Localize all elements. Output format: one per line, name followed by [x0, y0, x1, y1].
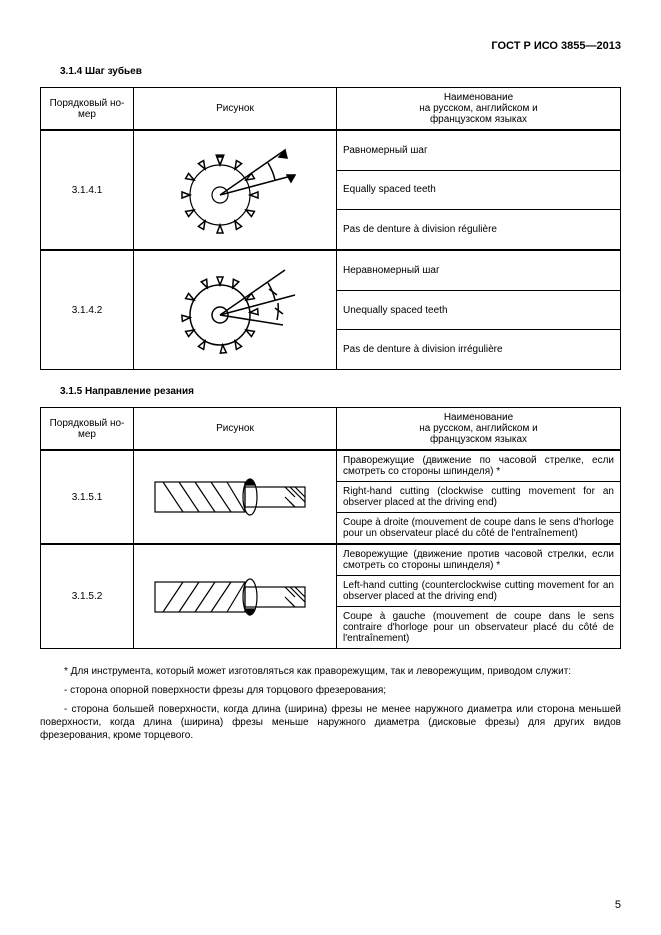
name-cell: Right-hand cutting (clockwise cutting mo…	[337, 482, 621, 513]
figure-cell	[134, 130, 337, 250]
row-num: 3.1.5.2	[41, 544, 134, 649]
figure-cell	[134, 250, 337, 370]
section-heading-314: 3.1.4 Шаг зубьев	[60, 66, 621, 77]
col-header-name: Наименованиена русском, английском ифран…	[337, 88, 621, 131]
table-314: Порядковый но-мер Рисунок Наименованиена…	[40, 87, 621, 370]
name-cell: Coupe à gauche (mouvement de coupe dans …	[337, 607, 621, 649]
col-header-fig: Рисунок	[134, 408, 337, 451]
name-cell: Леворежущие (движение против часовой стр…	[337, 544, 621, 576]
footnote: * Для инструмента, который может изготов…	[40, 665, 621, 678]
col-header-fig: Рисунок	[134, 88, 337, 131]
row-num: 3.1.4.2	[41, 250, 134, 370]
figure-cell	[134, 450, 337, 544]
page-number: 5	[615, 899, 621, 911]
mill-left-icon	[145, 557, 325, 637]
col-header-num: Порядковый но-мер	[41, 408, 134, 451]
name-cell: Равномерный шаг	[337, 130, 621, 170]
name-cell: Unequally spaced teeth	[337, 290, 621, 330]
gear-unequal-icon	[165, 255, 305, 365]
footnote: - сторона большей поверхности, когда дли…	[40, 703, 621, 742]
name-cell: Праворежущие (движение по часовой стрелк…	[337, 450, 621, 482]
name-cell: Equally spaced teeth	[337, 170, 621, 209]
name-cell: Left-hand cutting (counterclockwise cutt…	[337, 576, 621, 607]
row-num: 3.1.4.1	[41, 130, 134, 250]
name-cell: Неравномерный шаг	[337, 250, 621, 290]
col-header-num: Порядковый но-мер	[41, 88, 134, 131]
name-cell: Pas de denture à division irrégulière	[337, 330, 621, 370]
figure-cell	[134, 544, 337, 649]
table-315: Порядковый но-мер Рисунок Наименованиена…	[40, 407, 621, 649]
mill-right-icon	[145, 457, 325, 537]
document-id: ГОСТ Р ИСО 3855—2013	[40, 40, 621, 52]
section-heading-315: 3.1.5 Направление резания	[60, 386, 621, 397]
gear-equal-icon	[165, 135, 305, 245]
name-cell: Coupe à droite (mouvement de coupe dans …	[337, 513, 621, 545]
row-num: 3.1.5.1	[41, 450, 134, 544]
col-header-name: Наименованиена русском, английском ифран…	[337, 408, 621, 451]
name-cell: Pas de denture à division régulière	[337, 210, 621, 250]
footnote: - сторона опорной поверхности фрезы для …	[40, 684, 621, 697]
